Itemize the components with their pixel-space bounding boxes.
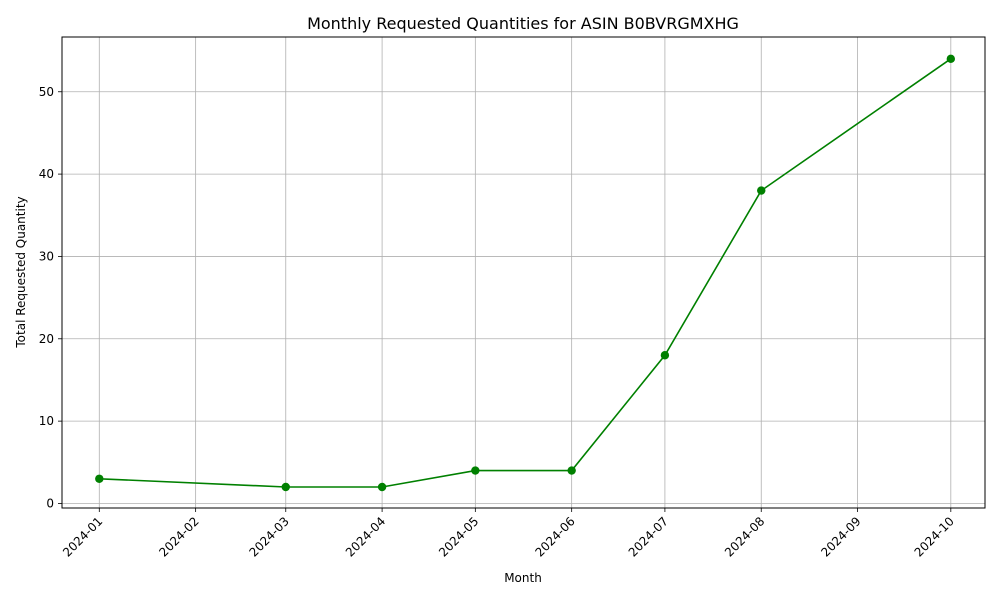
data-point (95, 474, 104, 483)
ticks: 2024-01 2024-02 2024-03 2024-04 2024-05 2024-… (39, 85, 957, 560)
x-tick-label: 2024-09 (818, 514, 863, 559)
y-tick-label: 20 (39, 332, 54, 346)
x-tick-label: 2024-03 (247, 514, 292, 559)
y-tick-label: 40 (39, 167, 54, 181)
plot-frame (61, 36, 986, 509)
series-line (99, 58, 952, 488)
data-point (946, 54, 956, 64)
x-tick-label: 2024-06 (532, 514, 577, 559)
y-tick-label: 30 (39, 249, 54, 263)
x-tick-label: 2024-10 (912, 514, 957, 559)
data-point (471, 466, 480, 475)
chart-title: Monthly Requested Quantities for ASIN B0… (307, 14, 739, 33)
grid (62, 37, 985, 508)
y-tick-label: 10 (39, 414, 54, 428)
y-axis-label: Total Requested Quantity (14, 196, 28, 348)
data-point (377, 482, 387, 492)
y-tick-label: 50 (39, 85, 54, 99)
y-tick-label: 0 (46, 496, 54, 510)
data-point (567, 466, 576, 475)
x-tick-label: 2024-04 (343, 514, 388, 559)
x-tick-label: 2024-02 (156, 514, 201, 559)
x-axis-label: Month (504, 571, 542, 585)
x-tick-label: 2024-07 (626, 514, 671, 559)
x-tick-label: 2024-01 (60, 514, 105, 559)
x-tick-label: 2024-08 (722, 514, 767, 559)
series-layer (95, 54, 956, 492)
data-point (281, 482, 290, 492)
x-tick-label: 2024-05 (436, 514, 481, 559)
data-point (757, 186, 766, 195)
data-point (660, 351, 670, 360)
